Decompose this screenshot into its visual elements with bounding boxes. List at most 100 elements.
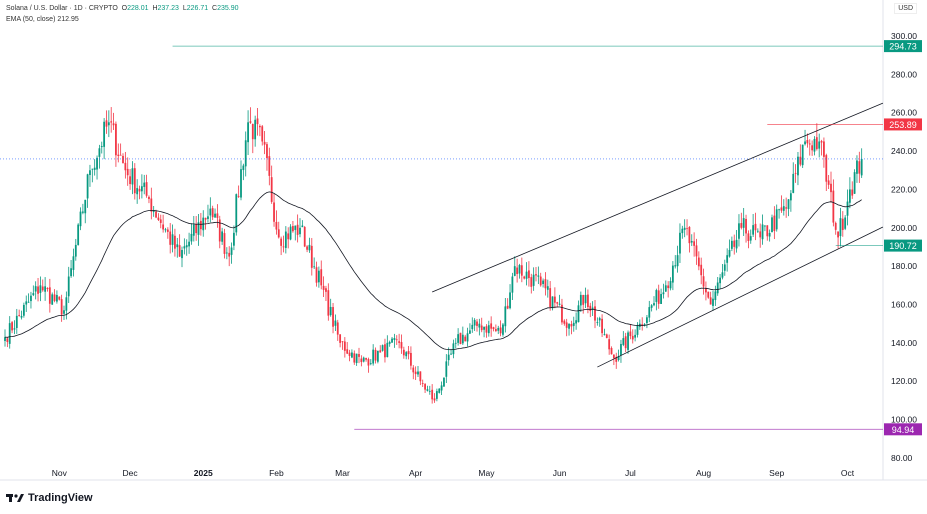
candle-body [18, 314, 21, 316]
tradingview-logo[interactable]: TradingView [6, 492, 93, 504]
candle-body [428, 390, 431, 392]
candle-body [487, 325, 490, 334]
candle-body [251, 124, 254, 140]
candle-body [700, 264, 703, 276]
candle-body [188, 241, 190, 247]
candle-body [542, 280, 544, 284]
candle-body [575, 320, 578, 324]
candle-body [77, 224, 80, 245]
candle-body [115, 123, 117, 156]
candle-body [216, 213, 219, 218]
candle-body [317, 270, 320, 283]
candle-body [433, 398, 436, 401]
candle-body [832, 190, 835, 223]
candle-body [782, 206, 785, 211]
candle-body [360, 358, 363, 363]
candle-body [254, 119, 257, 140]
y-tick-label: 140.00 [891, 338, 917, 348]
candle-body [339, 334, 342, 343]
candle-body [190, 233, 193, 242]
candle-body [525, 271, 528, 279]
candle-body [218, 219, 221, 242]
candle-body [539, 276, 542, 286]
level-label: 94.94 [892, 425, 915, 435]
candle-body [426, 389, 429, 391]
candle-body [315, 267, 318, 283]
candle-body [119, 154, 122, 156]
candle-body [39, 285, 42, 293]
candle-body [624, 336, 627, 349]
candle-body [440, 385, 443, 391]
candle-body [376, 350, 379, 362]
candle-body [492, 327, 495, 330]
candle-body [745, 218, 747, 234]
candle-body [282, 246, 285, 248]
candle-body [306, 246, 308, 250]
candle-body [605, 334, 608, 338]
candle-body [410, 352, 412, 366]
y-tick-label: 200.00 [891, 223, 917, 233]
candle-body [520, 265, 523, 276]
candle-body [296, 224, 299, 235]
candle-body [131, 168, 134, 185]
x-tick-label: Sep [769, 468, 784, 478]
candle-body [513, 266, 516, 276]
candle-body [185, 245, 188, 248]
candle-body [369, 363, 372, 365]
candle-body [466, 333, 469, 342]
candle-body [499, 327, 502, 334]
candle-body [669, 281, 672, 289]
candle-body [601, 318, 603, 334]
candle-body [561, 304, 563, 323]
candle-body [735, 239, 738, 249]
candle-body [511, 276, 514, 293]
candle-body [48, 287, 51, 304]
candle-body [846, 201, 849, 216]
currency-button[interactable]: USD [894, 3, 917, 14]
candle-body [738, 223, 740, 239]
candle-body [464, 336, 467, 342]
candle-body [648, 307, 651, 318]
price-chart[interactable]: 80.00 100.00 120.00 140.00 160.00 180.00 200.0… [0, 0, 927, 490]
candle-body [140, 186, 143, 192]
candle-body [690, 240, 693, 243]
candle-body [84, 199, 87, 214]
candle-body [681, 228, 684, 234]
candle-body [301, 225, 304, 228]
candle-body [657, 290, 660, 304]
candle-body [249, 121, 252, 123]
candle-body [450, 353, 452, 355]
candle-body [395, 339, 398, 341]
candle-body [667, 285, 670, 289]
candle-body [676, 255, 679, 267]
candle-body [754, 223, 757, 231]
candle-body [336, 322, 339, 335]
candle-body [794, 172, 797, 174]
candle-body [178, 245, 181, 257]
candle-body [815, 137, 818, 150]
candle-body [756, 230, 759, 232]
candle-body [384, 344, 386, 358]
candle-body [693, 241, 696, 246]
candle-body [110, 121, 113, 123]
candle-body [674, 265, 677, 267]
candle-body [830, 183, 832, 193]
candle-body [702, 276, 705, 287]
candle-body [355, 353, 358, 363]
candle-body [346, 349, 349, 354]
candle-body [235, 194, 238, 233]
x-tick-label: Mar [335, 468, 350, 478]
candle-body [804, 141, 806, 145]
candle-body [41, 286, 44, 291]
candle-body [827, 180, 830, 185]
candle-body [4, 337, 6, 341]
candle-body [598, 318, 601, 321]
candle-body [44, 286, 47, 292]
candle-body [133, 168, 136, 194]
candle-body [199, 220, 202, 230]
candle-body [749, 236, 752, 241]
candle-body [122, 155, 124, 164]
candle-body [773, 215, 776, 231]
candle-body [195, 224, 198, 234]
